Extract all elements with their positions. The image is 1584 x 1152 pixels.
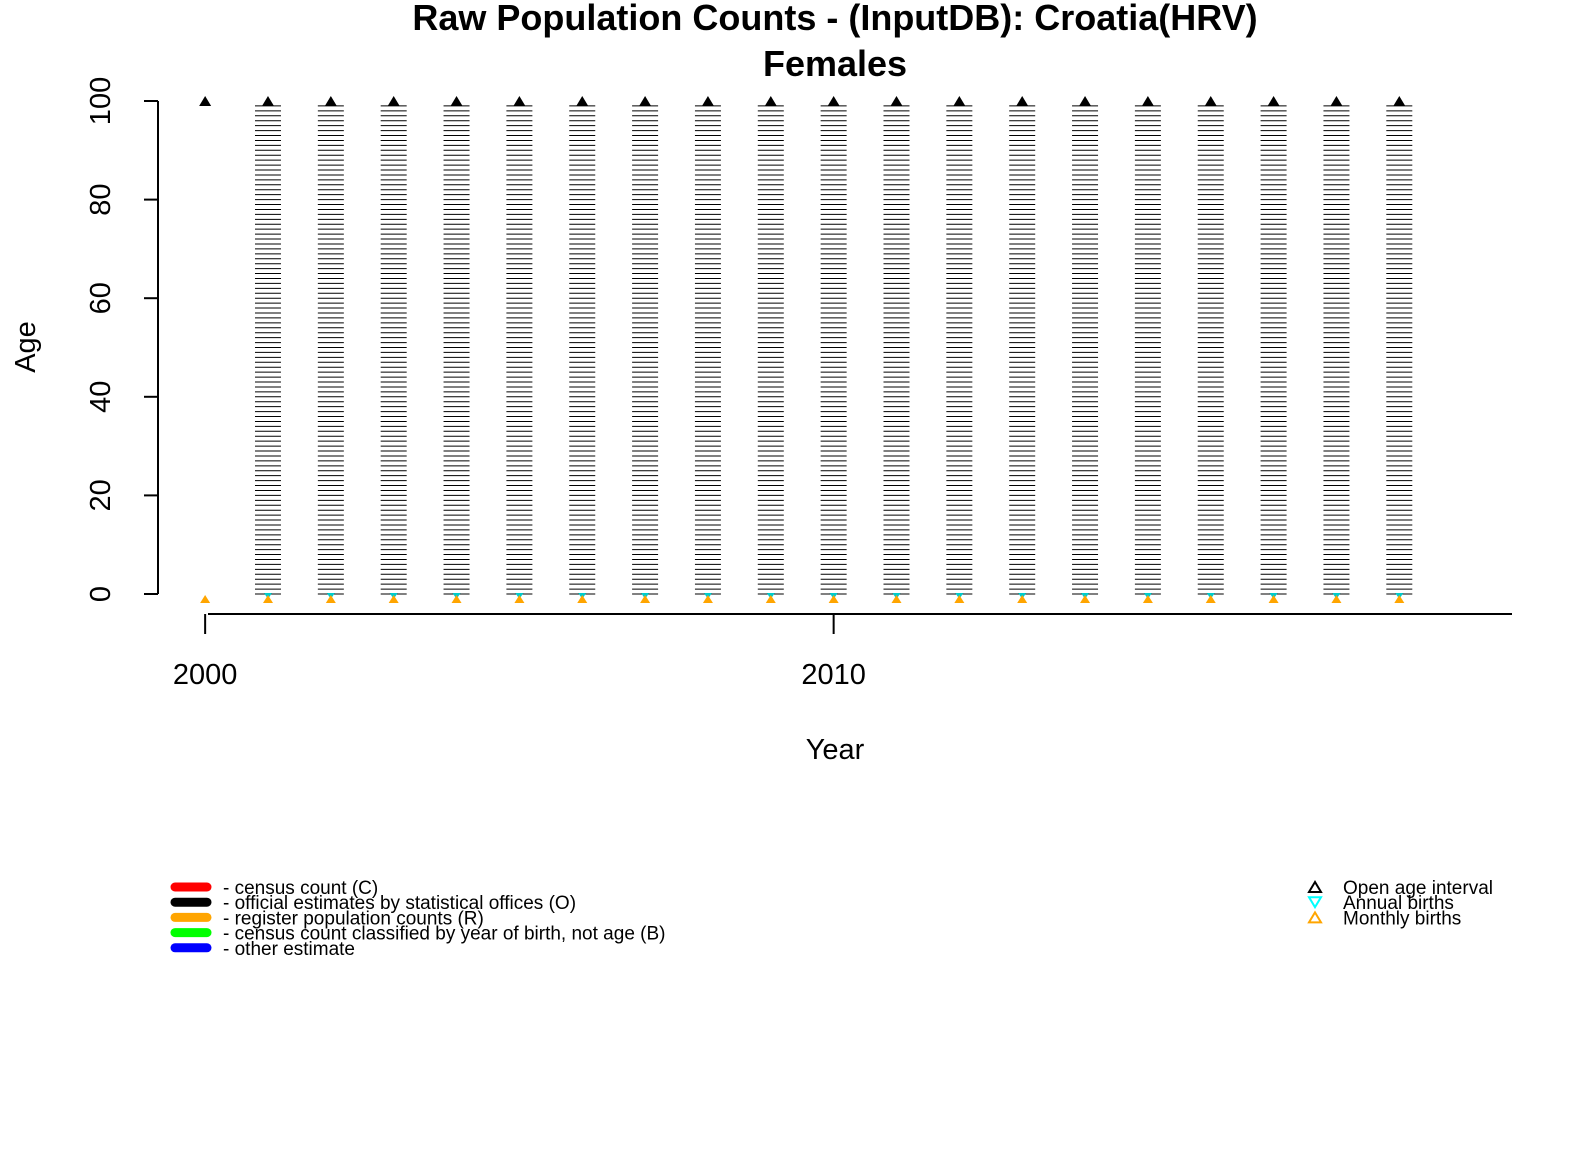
open-age-marker xyxy=(1016,96,1029,106)
legend-left: - census count (C)- official estimates b… xyxy=(170,878,666,960)
monthly-births-marker xyxy=(1080,595,1091,603)
age-column-2010 xyxy=(820,105,847,595)
open-age-marker xyxy=(1393,96,1406,106)
open-age-marker xyxy=(1204,96,1217,106)
x-axis-label: Year xyxy=(806,734,865,766)
y-tick-label: 0 xyxy=(85,586,117,602)
open-age-marker xyxy=(450,96,463,106)
open-age-markers xyxy=(199,96,1406,106)
monthly-births-marker xyxy=(765,595,776,603)
legend-symbol xyxy=(1307,880,1323,893)
age-column-2007 xyxy=(632,105,659,595)
legend-label: - register population counts (R) xyxy=(223,908,484,929)
age-column-2002 xyxy=(317,105,344,595)
legend-label: - other estimate xyxy=(223,939,355,960)
age-column-2013 xyxy=(1009,105,1036,595)
birth-markers xyxy=(200,593,1405,603)
legend-label: Annual births xyxy=(1343,893,1454,914)
open-age-marker xyxy=(1330,96,1343,106)
open-age-marker xyxy=(701,96,714,106)
y-tick-label: 40 xyxy=(85,381,117,413)
x-ticks: 2000 2010 xyxy=(173,614,866,691)
legend-label: - official estimates by statistical offi… xyxy=(223,893,576,914)
monthly-births-marker xyxy=(262,595,273,603)
age-column-2016 xyxy=(1197,105,1224,595)
monthly-births-marker xyxy=(325,595,336,603)
open-age-marker xyxy=(764,96,777,106)
legend-label: Open age interval xyxy=(1343,878,1493,899)
open-age-marker xyxy=(513,96,526,106)
open-age-marker xyxy=(827,96,840,106)
chart-title: Raw Population Counts - (InputDB): Croat… xyxy=(412,0,1257,38)
age-column-2006 xyxy=(569,105,596,595)
open-age-marker xyxy=(1141,96,1154,106)
x-tick-label: 2010 xyxy=(801,659,866,691)
age-column-2018 xyxy=(1323,105,1350,595)
age-column-2008 xyxy=(694,105,721,595)
y-axis-label: Age xyxy=(10,321,42,373)
age-column-2014 xyxy=(1072,105,1099,595)
open-age-marker xyxy=(1267,96,1280,106)
y-tick-label: 60 xyxy=(85,282,117,314)
y-tick-label: 20 xyxy=(85,479,117,511)
monthly-births-marker xyxy=(702,595,713,603)
age-column-2015 xyxy=(1134,105,1161,595)
monthly-births-marker xyxy=(451,595,462,603)
legend-label: - census count (C) xyxy=(223,878,378,899)
x-tick-label: 2000 xyxy=(173,659,238,691)
monthly-births-marker xyxy=(891,595,902,603)
age-column-2011 xyxy=(883,105,910,595)
monthly-births-marker xyxy=(577,595,588,603)
age-column-2017 xyxy=(1260,105,1287,595)
age-marks xyxy=(254,105,1413,595)
open-age-marker xyxy=(1079,96,1092,106)
monthly-births-marker xyxy=(1142,595,1153,603)
open-age-marker xyxy=(387,96,400,106)
monthly-births-marker xyxy=(1205,595,1216,603)
y-tick-label: 80 xyxy=(85,183,117,215)
legend-label: Monthly births xyxy=(1343,908,1461,929)
age-column-2004 xyxy=(443,105,470,595)
age-column-2009 xyxy=(757,105,784,595)
open-age-marker xyxy=(639,96,652,106)
monthly-births-marker xyxy=(388,595,399,603)
legend-label: - census count classified by year of bir… xyxy=(223,924,666,945)
age-column-2001 xyxy=(254,105,281,595)
open-age-marker xyxy=(576,96,589,106)
open-age-marker xyxy=(261,96,274,106)
age-column-2003 xyxy=(380,105,407,595)
monthly-births-marker xyxy=(200,595,211,603)
age-column-2019 xyxy=(1386,105,1413,595)
age-column-2012 xyxy=(946,105,973,595)
monthly-births-marker xyxy=(828,595,839,603)
monthly-births-marker xyxy=(514,595,525,603)
monthly-births-marker xyxy=(1331,595,1342,603)
monthly-births-marker xyxy=(1394,595,1405,603)
age-column-2005 xyxy=(506,105,533,595)
open-age-marker xyxy=(890,96,903,106)
monthly-births-marker xyxy=(640,595,651,603)
legend-symbol xyxy=(1307,910,1323,924)
chart-subtitle: Females xyxy=(763,43,907,84)
monthly-births-marker xyxy=(954,595,965,603)
open-age-marker xyxy=(324,96,337,106)
monthly-births-marker xyxy=(1017,595,1028,603)
open-age-marker xyxy=(953,96,966,106)
y-tick-label: 100 xyxy=(85,77,117,125)
open-age-marker xyxy=(199,96,212,106)
monthly-births-marker xyxy=(1268,595,1279,603)
y-ticks: 0 20 40 60 80 100 xyxy=(85,77,158,602)
legend-symbol xyxy=(1307,896,1323,910)
